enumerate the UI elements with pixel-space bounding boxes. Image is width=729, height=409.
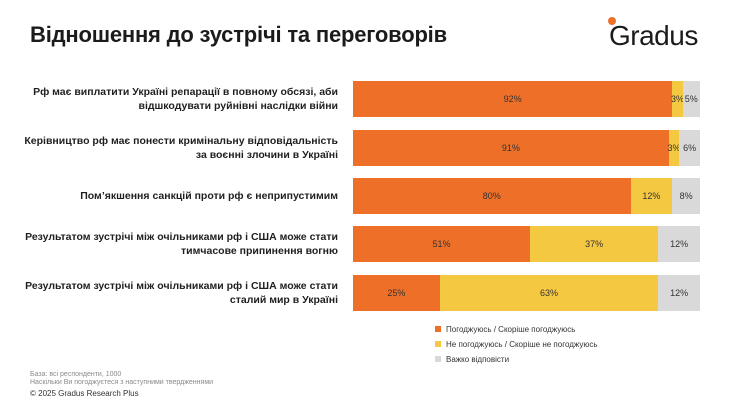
logo-text: Gradus [609, 20, 698, 51]
bar-segment-agree: 92% [353, 81, 673, 117]
bar-segment-hard: 5% [682, 81, 700, 117]
data-label: 3% [667, 143, 681, 153]
data-label: 5% [684, 94, 698, 104]
legend-item: Погоджуюсь / Скоріше погоджуюсь [435, 322, 598, 336]
bar-segment-disagree: 63% [439, 275, 659, 311]
bar-segment-hard: 12% [658, 275, 700, 311]
data-label: 12% [670, 288, 689, 298]
category-label: Пом’якшення санкцій проти рф є неприпуст… [80, 190, 338, 202]
logo-dot-icon [608, 17, 616, 25]
bar-segment-hard: 8% [672, 178, 700, 214]
category-label: Результатом зустрічі між очільниками рф … [25, 280, 338, 306]
data-label: 51% [432, 239, 451, 249]
legend-label: Важко відповісти [446, 354, 510, 364]
bar-row: 80% 12% 8% [353, 178, 700, 214]
bar-segment-hard: 6% [679, 130, 700, 166]
legend-swatch [435, 341, 441, 347]
legend-label: Не погоджуюсь / Скоріше не погоджуюсь [446, 339, 598, 349]
data-label: 25% [387, 288, 406, 298]
legend-swatch [435, 356, 441, 362]
gradus-logo: Gradus [604, 15, 714, 51]
data-label: 8% [679, 191, 693, 201]
data-label: 6% [683, 143, 697, 153]
bar-row: 91% 3% 6% [353, 130, 700, 166]
data-label: 91% [501, 143, 520, 153]
legend-item: Важко відповісти [435, 352, 598, 366]
bar-segment-agree: 51% [353, 226, 530, 262]
chart-legend: Погоджуюсь / Скоріше погоджуюсь Не погодж… [435, 322, 598, 367]
category-label: Керівництво рф має понести кримінальну в… [24, 135, 338, 161]
bar-row: 92% 3% 5% [353, 81, 700, 117]
data-label: 37% [585, 239, 604, 249]
data-label: 80% [482, 191, 501, 201]
bar-segment-agree: 91% [353, 130, 669, 166]
data-label: 12% [642, 191, 661, 201]
bar-segment-disagree: 12% [630, 178, 673, 214]
footnote-base: База: всі респонденти, 1000 [30, 371, 122, 378]
legend-item: Не погоджуюсь / Скоріше не погоджуюсь [435, 337, 598, 351]
bar-segment-hard: 12% [658, 226, 700, 262]
bar-segment-disagree: 3% [667, 130, 681, 166]
category-label: Результатом зустрічі між очільниками рф … [25, 231, 338, 257]
bar-segment-disagree: 3% [670, 81, 684, 117]
bar-row: 25% 63% 12% [353, 275, 700, 311]
bar-segment-disagree: 37% [529, 226, 659, 262]
footnote-question: Наскільки Ви погоджуєтеся з наступними т… [30, 379, 214, 386]
bar-segment-agree: 80% [353, 178, 631, 214]
page-title: Відношення до зустрічі та переговорів [30, 22, 447, 47]
bar-row: 51% 37% 12% [353, 226, 700, 262]
category-label: Рф має виплатити Україні репарації в пов… [33, 86, 338, 112]
legend-swatch [435, 326, 441, 332]
data-label: 12% [670, 239, 689, 249]
data-label: 92% [503, 94, 522, 104]
bar-segment-agree: 25% [353, 275, 440, 311]
copyright: © 2025 Gradus Research Plus [30, 389, 139, 398]
data-label: 3% [670, 94, 684, 104]
legend-label: Погоджуюсь / Скоріше погоджуюсь [446, 324, 576, 334]
data-label: 63% [540, 288, 559, 298]
